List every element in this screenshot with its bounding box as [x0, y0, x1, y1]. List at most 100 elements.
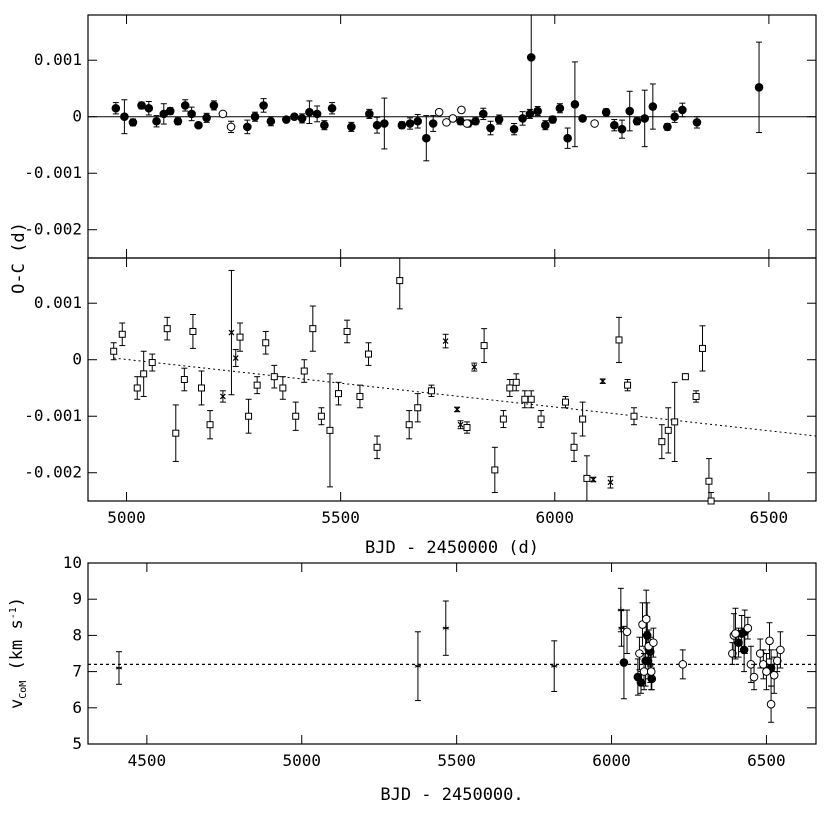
data-point-filled-circle — [111, 103, 121, 113]
data-point-open-square — [373, 443, 381, 451]
data-point-open-square — [499, 415, 507, 423]
vcom-y-label-sub: CoM — [18, 681, 29, 699]
panel-middle-frame — [87, 257, 817, 502]
data-point-open-square — [615, 336, 623, 344]
data-point-open-circle — [766, 699, 776, 709]
data-point-filled-circle — [250, 112, 260, 122]
data-point-open-square — [427, 387, 435, 395]
data-point-filled-circle — [533, 106, 542, 116]
data-point-filled-circle — [478, 109, 488, 119]
data-point-cross — [607, 479, 614, 486]
y-tick-label: 7 — [72, 662, 82, 681]
data-point-filled-circle — [194, 120, 203, 130]
data-point-filled-circle — [663, 122, 672, 132]
data-point-filled-circle — [486, 123, 495, 133]
data-point-open-square — [671, 418, 679, 426]
data-point-filled-circle — [678, 105, 687, 115]
data-point-open-square — [292, 412, 300, 420]
data-point-cross — [590, 476, 597, 483]
data-point-open-square — [506, 384, 514, 392]
data-point-open-square — [579, 415, 587, 423]
data-point-open-circle — [678, 660, 688, 669]
data-point-cross — [442, 338, 449, 344]
data-point-open-square — [253, 381, 261, 389]
data-point-open-square — [206, 421, 214, 429]
vcom-y-axis-label: vCoM (km s-1) — [7, 597, 29, 709]
x-tick-label: 5500 — [437, 751, 476, 770]
data-point-filled-circle — [640, 114, 650, 123]
data-point-open-square — [309, 325, 317, 333]
y-tick-label: -0.001 — [24, 163, 82, 182]
data-point-filled-circle — [670, 112, 679, 122]
data-point-open-circle — [646, 667, 656, 676]
data-point-open-square — [180, 376, 188, 383]
data-point-open-square — [699, 344, 707, 352]
data-point-open-square — [664, 426, 672, 434]
data-point-filled-circle — [180, 101, 190, 110]
data-point-filled-circle — [525, 109, 535, 119]
data-point-filled-circle — [259, 101, 268, 110]
data-point-filled-circle — [297, 114, 307, 123]
data-point-filled-circle — [144, 103, 154, 113]
data-point-open-circle — [590, 119, 599, 128]
x-tick-label: 5500 — [321, 508, 360, 527]
data-point-filled-circle — [128, 118, 138, 127]
data-point-open-circle — [731, 629, 740, 638]
data-point-open-circle — [462, 119, 472, 128]
data-point-open-square — [521, 395, 529, 403]
data-point-open-circle — [622, 627, 632, 637]
data-point-filled-circle — [754, 83, 764, 92]
data-point-cross — [228, 329, 235, 336]
data-point-filled-circle — [152, 116, 161, 126]
data-point-open-square — [300, 367, 308, 375]
data-point-filled-circle — [601, 107, 611, 117]
data-point-open-square — [624, 381, 632, 389]
data-point-filled-circle — [202, 113, 211, 123]
data-point-open-square — [189, 327, 197, 335]
data-point-cross — [471, 364, 478, 370]
data-point-star — [115, 664, 123, 671]
data-point-filled-circle — [578, 114, 587, 123]
oc-x-axis-label: BJD - 2450000 (d) — [365, 538, 539, 558]
data-point-filled-circle — [209, 101, 219, 110]
vcom-y-label-end: ) — [7, 597, 27, 607]
data-point-filled-circle — [610, 120, 619, 130]
data-point-filled-circle — [380, 119, 389, 128]
data-point-star — [551, 663, 558, 670]
data-point-open-square — [396, 277, 404, 285]
x-tick-label: 6000 — [592, 751, 631, 770]
data-point-open-square — [326, 426, 334, 434]
data-point-open-square — [630, 412, 638, 420]
data-point-filled-circle — [243, 122, 252, 132]
y-tick-label: 8 — [72, 625, 82, 644]
data-point-open-square — [245, 412, 253, 420]
panel-top-frame — [87, 14, 817, 259]
panel-bottom-frame — [87, 562, 817, 745]
data-point-cross — [457, 421, 464, 428]
data-point-open-square — [480, 342, 488, 350]
data-point-open-circle — [226, 122, 236, 132]
data-point-filled-circle — [548, 115, 557, 124]
data-point-open-circle — [457, 105, 466, 115]
data-point-open-circle — [765, 636, 774, 646]
y-tick-label: -0.001 — [24, 406, 82, 425]
y-tick-label: -0.002 — [24, 463, 82, 482]
data-point-open-square — [583, 474, 591, 482]
data-point-cross — [599, 378, 606, 385]
data-point-open-square — [570, 443, 578, 451]
data-point-open-square — [197, 384, 205, 392]
y-tick-label: 10 — [63, 553, 82, 572]
data-point-open-circle — [776, 645, 785, 655]
data-point-open-square — [133, 384, 141, 392]
data-point-filled-circle — [120, 112, 129, 122]
data-point-filled-circle — [632, 116, 642, 126]
data-point-open-square — [110, 347, 118, 355]
data-point-filled-circle — [405, 119, 415, 128]
data-point-open-circle — [769, 670, 779, 680]
x-tick-label: 6000 — [536, 508, 575, 527]
x-tick-label: 5000 — [107, 508, 146, 527]
data-point-open-circle — [639, 667, 649, 676]
y-tick-label: 0 — [72, 350, 82, 369]
data-point-cross — [219, 393, 226, 400]
